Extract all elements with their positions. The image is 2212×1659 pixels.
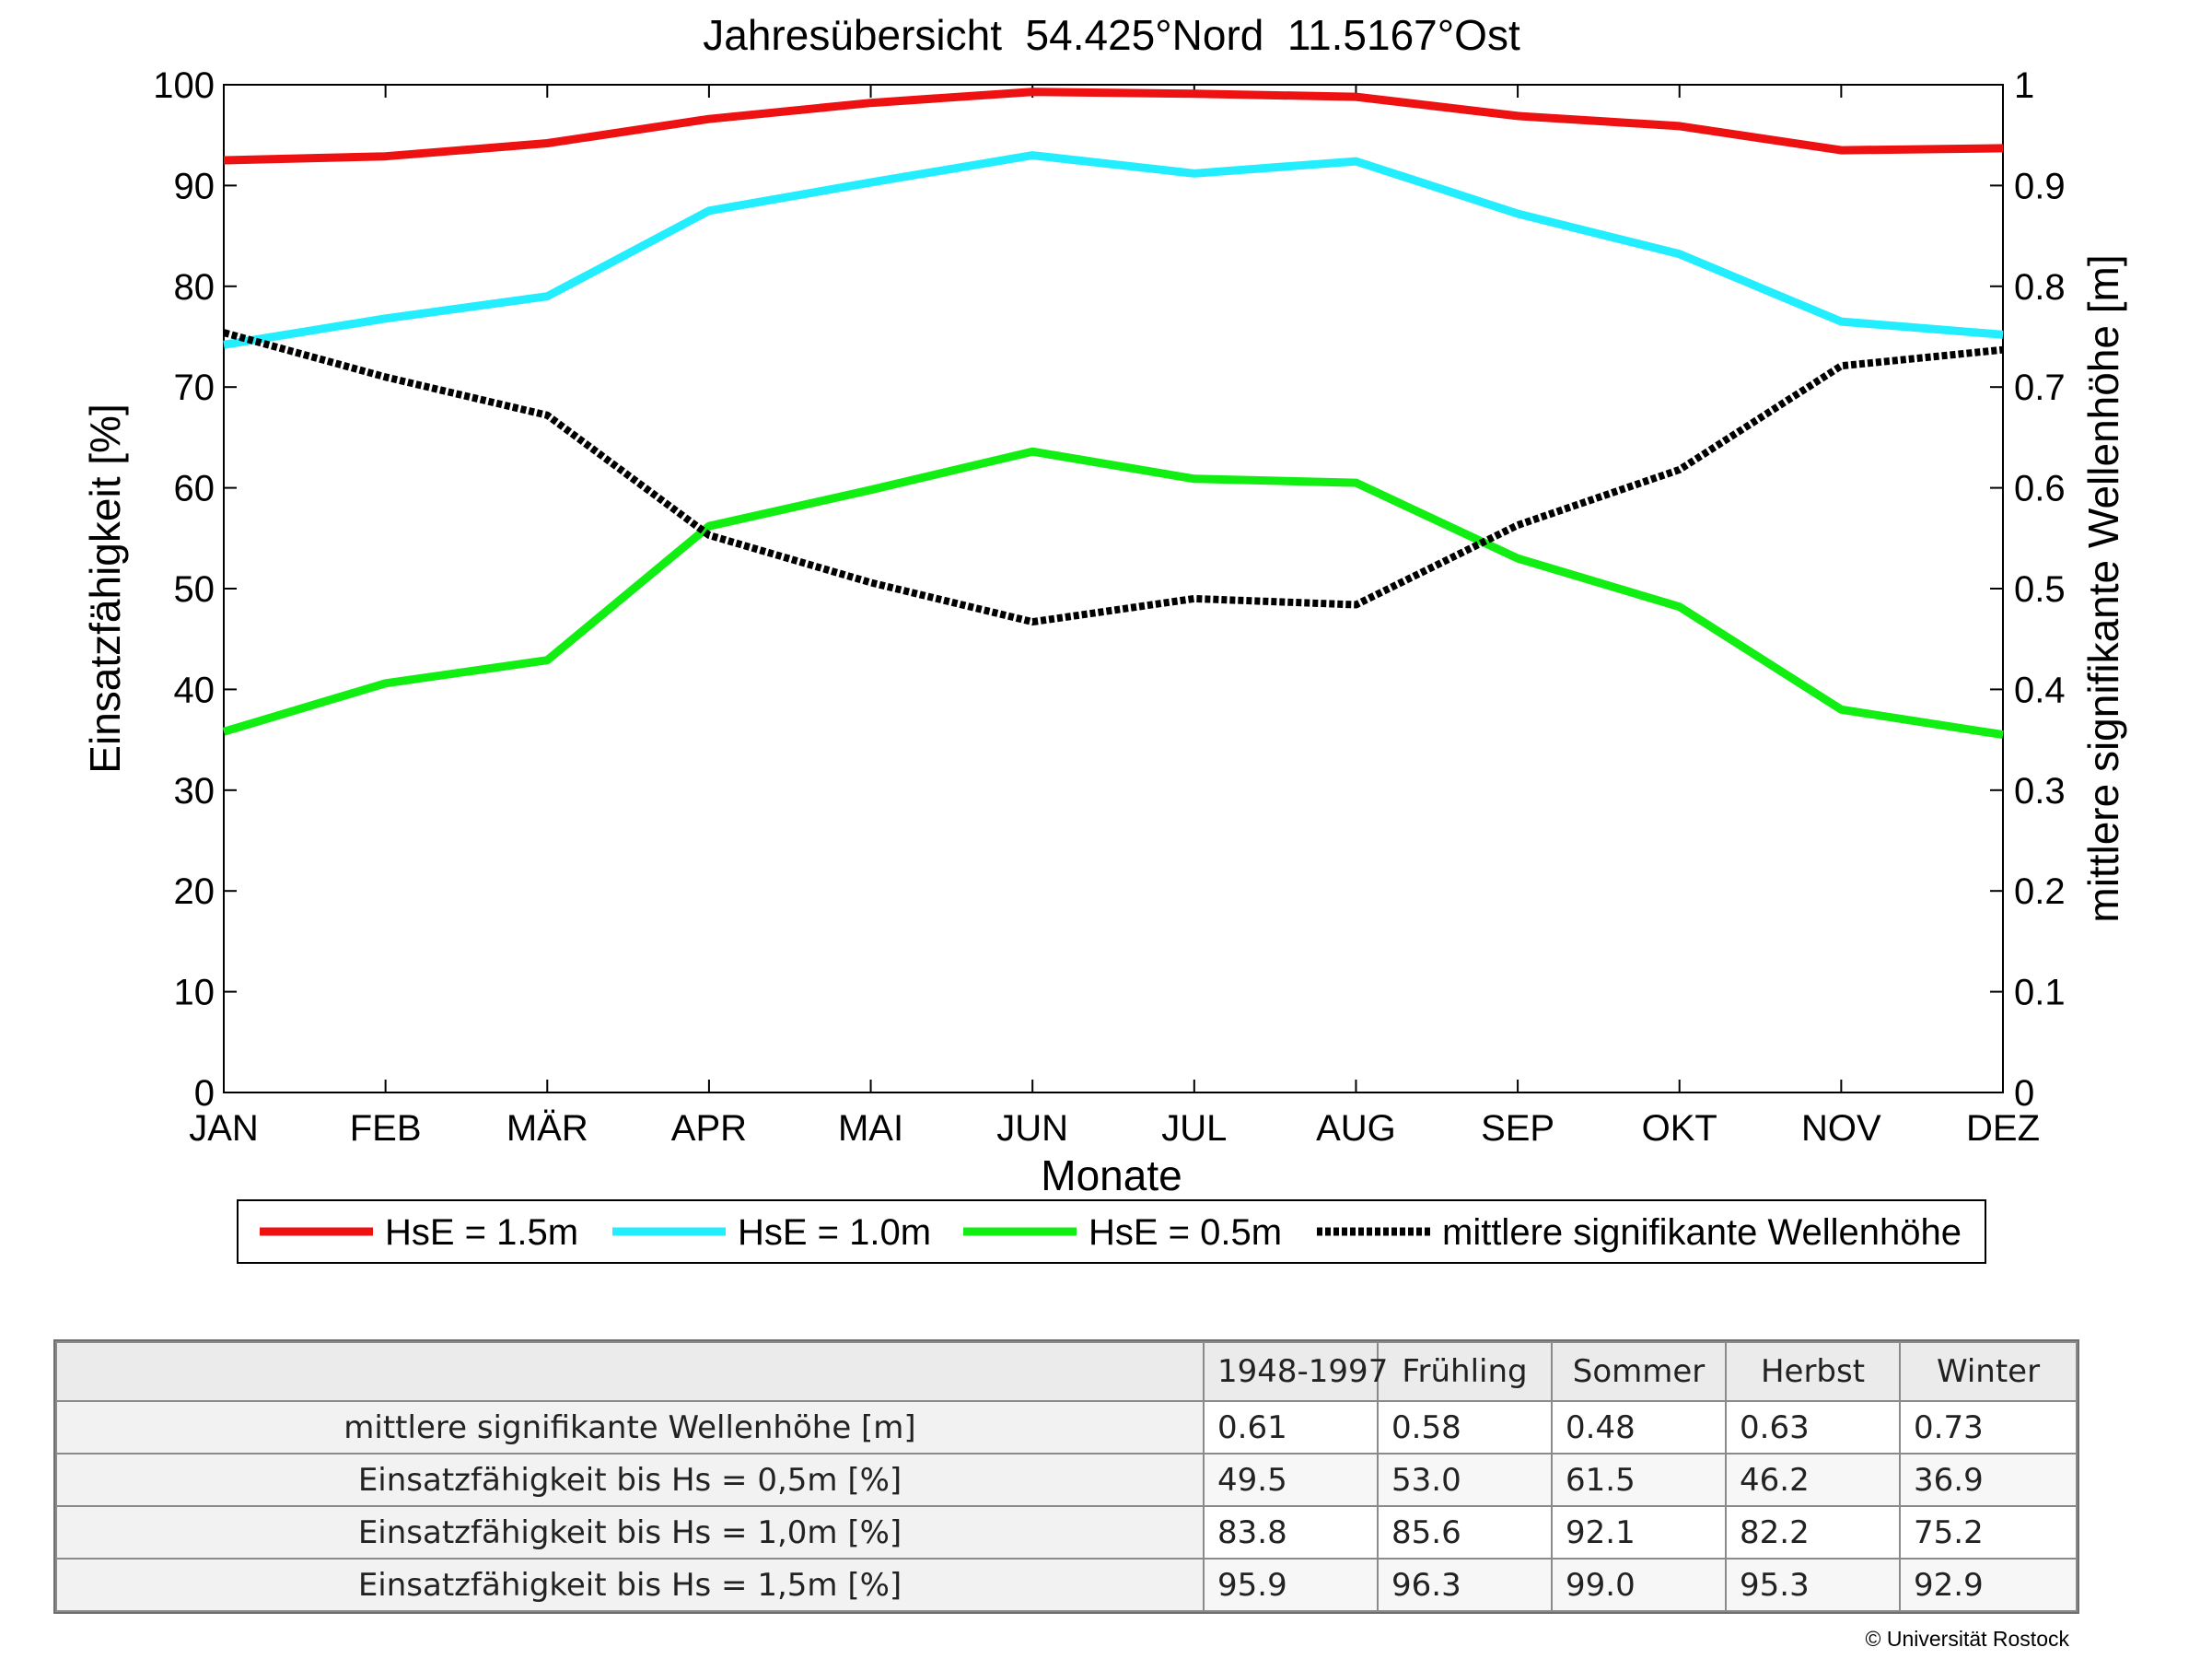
x-tick-label: APR: [671, 1108, 747, 1149]
x-tick-label: DEZ: [1966, 1108, 2040, 1149]
table-corner-cell: [55, 1341, 1205, 1402]
x-tick-label: SEP: [1481, 1108, 1554, 1149]
legend-label-hse-15: HsE = 1.5m: [385, 1212, 578, 1253]
table-row: Einsatzfähigkeit bis Hs = 1,0m [%] 83.8 …: [55, 1505, 2078, 1560]
table-row-label: mittlere signifikante Wellenhöhe [m]: [55, 1400, 1205, 1455]
y2-tick-label: 0.5: [2014, 569, 2066, 610]
x-tick-label: MAI: [838, 1108, 903, 1149]
x-tick-label: JAN: [189, 1108, 259, 1149]
y2-tick-label: 0.9: [2014, 166, 2066, 206]
table-cell: 0.61: [1203, 1400, 1379, 1455]
table-cell: 49.5: [1203, 1453, 1379, 1507]
table-header-row: 1948-1997 Frühling Sommer Herbst Winter: [55, 1341, 2078, 1402]
x-tick-label: MÄR: [506, 1108, 588, 1149]
table-cell: 83.8: [1203, 1505, 1379, 1560]
table-row: Einsatzfähigkeit bis Hs = 1,5m [%] 95.9 …: [55, 1558, 2078, 1612]
table-cell: 92.9: [1899, 1558, 2078, 1612]
y-tick-label: 60: [174, 469, 215, 509]
table-row-label: Einsatzfähigkeit bis Hs = 1,0m [%]: [55, 1505, 1205, 1560]
legend-box: [237, 1199, 1986, 1264]
chart-title: Jahresübersicht 54.425°Nord 11.5167°Ost: [703, 11, 1520, 59]
y-tick-label: 90: [174, 166, 215, 206]
stats-table: 1948-1997 Frühling Sommer Herbst Winter …: [55, 1341, 2078, 1612]
y-axis-label: Einsatzfähigkeit [%]: [81, 403, 129, 773]
table-header-cell: Frühling: [1377, 1341, 1553, 1402]
legend-label-wave-height: mittlere signifikante Wellenhöhe: [1442, 1212, 1962, 1253]
table-cell: 61.5: [1551, 1453, 1727, 1507]
table-row-label: Einsatzfähigkeit bis Hs = 0,5m [%]: [55, 1453, 1205, 1507]
y2-tick-label: 1: [2014, 65, 2034, 106]
y-tick-label: 50: [174, 569, 215, 610]
y-tick-label: 10: [174, 973, 215, 1013]
copyright-note: © Universität Rostock: [1865, 1627, 2069, 1651]
y2-tick-label: 0.6: [2014, 469, 2066, 509]
x-axis-label: Monate: [1041, 1151, 1182, 1199]
table-cell: 95.3: [1725, 1558, 1901, 1612]
table-row-label: Einsatzfähigkeit bis Hs = 1,5m [%]: [55, 1558, 1205, 1612]
series-line-hse-05: [222, 447, 2004, 740]
y2-tick-label: 0.1: [2014, 973, 2066, 1013]
chart: Jahresübersicht 54.425°Nord 11.5167°Ost …: [81, 11, 2127, 1264]
y-tick-label: 40: [174, 670, 215, 710]
y-tick-label: 30: [174, 771, 215, 812]
table-header-cell: Herbst: [1725, 1341, 1901, 1402]
table-cell: 85.6: [1377, 1505, 1553, 1560]
table-header-cell: Winter: [1899, 1341, 2078, 1402]
axis-ticks: 0 10 20 30 40 50 60 70 80 90 100 0 0.1 0.2 0.3 0.4 0.5 0.…: [153, 65, 2065, 1149]
legend: HsE = 1.5m HsE = 1.0m HsE = 0.5m mittler…: [237, 1199, 1986, 1264]
series-line-hse-15: [223, 88, 2004, 165]
table-cell: 99.0: [1551, 1558, 1727, 1612]
table-cell: 82.2: [1725, 1505, 1901, 1560]
table-cell: 75.2: [1899, 1505, 2078, 1560]
table-cell: 95.9: [1203, 1558, 1379, 1612]
y2-tick-label: 0: [2014, 1073, 2034, 1114]
y-tick-label: 0: [194, 1073, 215, 1114]
y2-axis-label: mittlere signifikante Wellenhöhe [m]: [2079, 254, 2127, 922]
table-cell: 0.63: [1725, 1400, 1901, 1455]
y-tick-label: 80: [174, 267, 215, 308]
x-tick-label: JUL: [1161, 1108, 1227, 1149]
table-row: mittlere signifikante Wellenhöhe [m] 0.6…: [55, 1400, 2078, 1455]
plot-area: [223, 84, 2004, 1093]
x-tick-label: FEB: [350, 1108, 422, 1149]
series-line-hse-10: [223, 151, 2004, 349]
table-cell: 0.73: [1899, 1400, 2078, 1455]
table-header-cell: 1948-1997: [1203, 1341, 1388, 1402]
table-cell: 96.3: [1377, 1558, 1553, 1612]
table-cell: 0.48: [1551, 1400, 1727, 1455]
y2-tick-label: 0.3: [2014, 771, 2066, 812]
y-tick-label: 70: [174, 368, 215, 408]
table-cell: 92.1: [1551, 1505, 1727, 1560]
table-cell: 0.58: [1377, 1400, 1553, 1455]
table-row: Einsatzfähigkeit bis Hs = 0,5m [%] 49.5 …: [55, 1453, 2078, 1507]
series-layer: [222, 88, 2004, 740]
x-tick-label: JUN: [996, 1108, 1068, 1149]
y2-tick-label: 0.7: [2014, 368, 2066, 408]
x-tick-label: OKT: [1642, 1108, 1717, 1149]
legend-label-hse-05: HsE = 0.5m: [1089, 1212, 1282, 1253]
table-cell: 36.9: [1899, 1453, 2078, 1507]
table-cell: 53.0: [1377, 1453, 1553, 1507]
y-tick-label: 100: [153, 65, 215, 106]
x-tick-label: NOV: [1801, 1108, 1881, 1149]
y2-tick-label: 0.4: [2014, 670, 2066, 710]
x-tick-label: AUG: [1316, 1108, 1396, 1149]
table-header-cell: Sommer: [1551, 1341, 1727, 1402]
legend-label-hse-10: HsE = 1.0m: [738, 1212, 931, 1253]
y2-tick-label: 0.8: [2014, 267, 2066, 308]
y-tick-label: 20: [174, 871, 215, 912]
y2-tick-label: 0.2: [2014, 871, 2066, 912]
series-line-wave-height: [222, 329, 2004, 626]
table-cell: 46.2: [1725, 1453, 1901, 1507]
